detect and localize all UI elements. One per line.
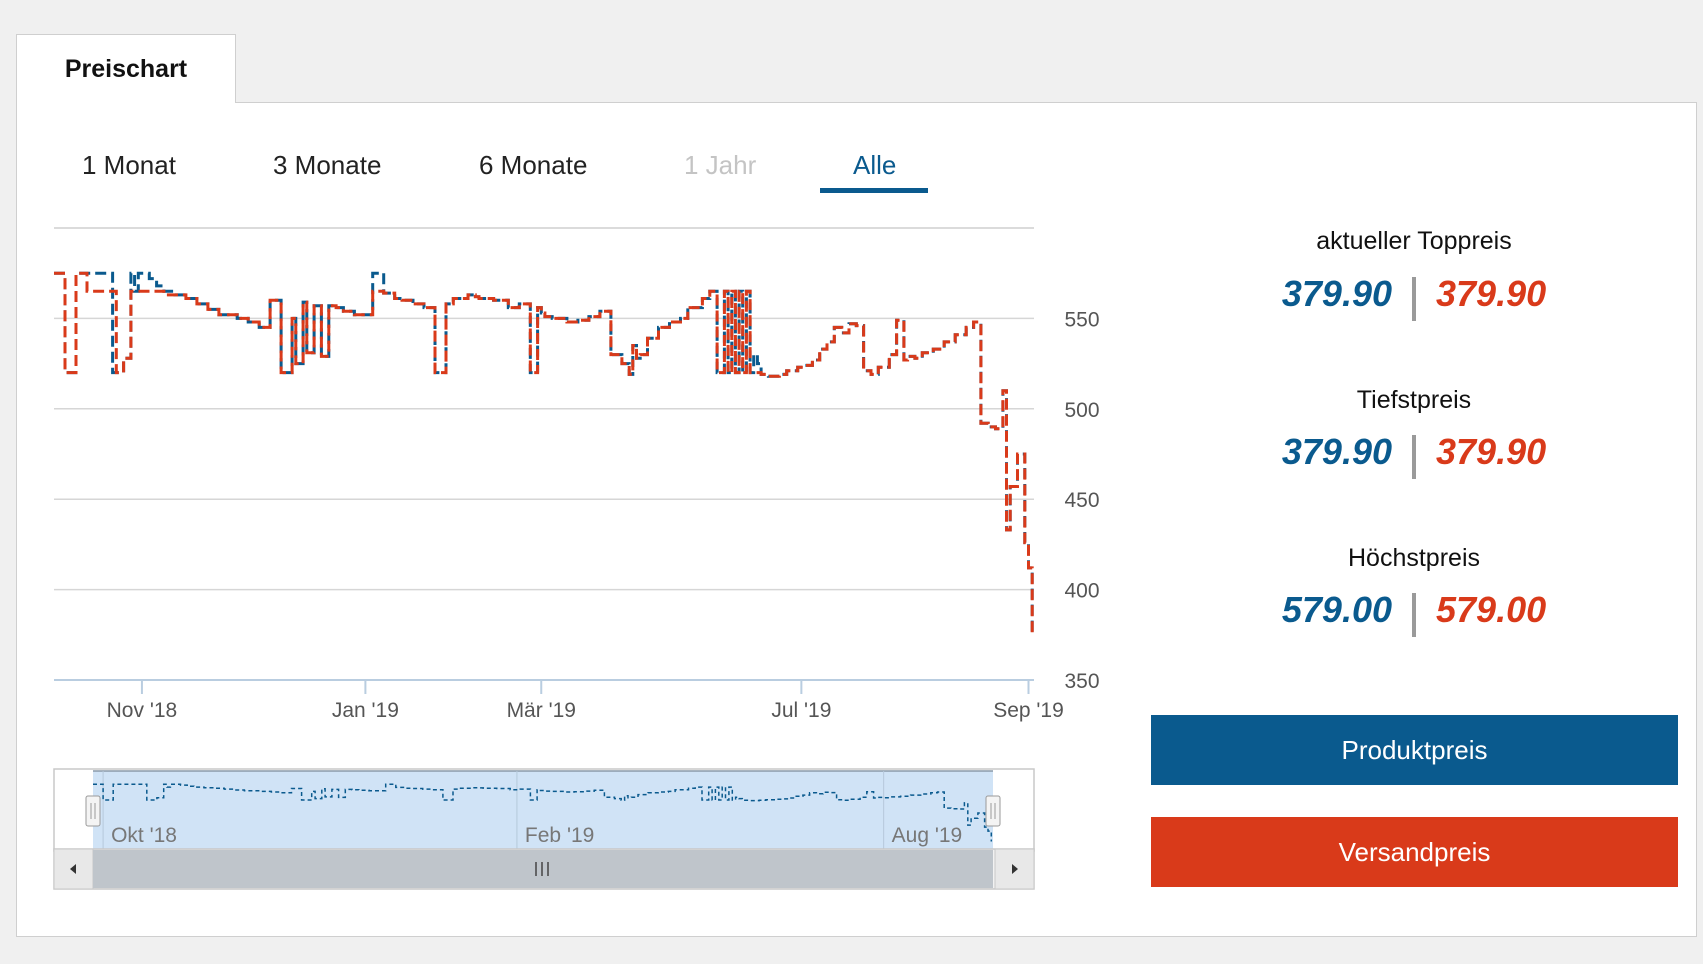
y-tick-label: 500 (1064, 399, 1099, 422)
navigator-handle-right[interactable] (985, 795, 1001, 827)
current-price-title: aktueller Toppreis (1316, 227, 1512, 255)
range-1-month[interactable]: 1 Monat (82, 150, 176, 180)
legend-versandpreis-button[interactable]: Versandpreis (1151, 817, 1678, 887)
y-tick-label: 400 (1064, 580, 1099, 603)
tab-preischart[interactable]: Preischart (16, 34, 236, 103)
navigator-series (93, 783, 993, 842)
price-lines (54, 271, 1034, 633)
navigator-selection[interactable] (93, 771, 993, 849)
arrow-left-icon (70, 864, 76, 874)
navigator-ticks: Okt '18 Feb '19 Aug '19 (102, 771, 963, 849)
y-tick-label: 450 (1064, 489, 1099, 512)
navigator-tick-label: Okt '18 (111, 824, 177, 847)
range-active-indicator (820, 188, 928, 193)
current-versand-price: 379.90 (1436, 273, 1547, 314)
price-chart: 350 400 450 500 550 Nov '18 Jan '19 Mär '19 Jul… (53, 227, 1100, 890)
current-produkt-price: 379.90 (1281, 273, 1392, 314)
versandpreis-series-line (54, 271, 1034, 633)
arrow-right-icon (1012, 864, 1018, 874)
price-separator (1412, 277, 1416, 321)
price-separator (1412, 593, 1416, 637)
max-price-title: Höchstpreis (1348, 544, 1480, 572)
x-tick-label: Jan '19 (332, 699, 399, 722)
navigator-tick-label: Feb '19 (525, 824, 594, 847)
y-tick-label: 550 (1064, 308, 1099, 331)
max-produkt-price: 579.00 (1281, 589, 1392, 630)
navigator-handle-left[interactable] (85, 795, 101, 827)
x-tick-label: Mär '19 (507, 699, 576, 722)
min-produkt-price: 379.90 (1281, 431, 1392, 472)
range-1-year: 1 Jahr (684, 150, 757, 180)
min-price-title: Tiefstpreis (1356, 386, 1472, 414)
min-price-row: 379.90 379.90 (1150, 431, 1678, 481)
scrollbar-right-button[interactable] (994, 848, 1035, 890)
price-separator (1412, 435, 1416, 479)
navigator-tick-label: Aug '19 (892, 824, 963, 847)
legend-produktpreis-button[interactable]: Produktpreis (1151, 715, 1678, 785)
max-price-row: 579.00 579.00 (1150, 589, 1678, 639)
range-all[interactable]: Alle (853, 150, 897, 180)
x-tick-label: Sep '19 (993, 699, 1064, 722)
y-grid: 350 400 450 500 550 (54, 308, 1100, 693)
produktpreis-series-line (54, 271, 1034, 633)
range-3-months[interactable]: 3 Monate (273, 150, 382, 180)
y-tick-label: 350 (1064, 670, 1099, 693)
navigator-series-line (93, 783, 993, 842)
max-versand-price: 579.00 (1436, 589, 1547, 630)
x-tick-label: Nov '18 (107, 699, 178, 722)
min-versand-price: 379.90 (1436, 431, 1547, 472)
x-tick-label: Jul '19 (771, 699, 831, 722)
scrollbar-thumb[interactable] (93, 850, 993, 888)
x-axis-ticks: Nov '18 Jan '19 Mär '19 Jul '19 Sep '19 (107, 680, 1064, 722)
range-6-months[interactable]: 6 Monate (479, 150, 588, 180)
current-price-row: 379.90 379.90 (1150, 273, 1678, 323)
